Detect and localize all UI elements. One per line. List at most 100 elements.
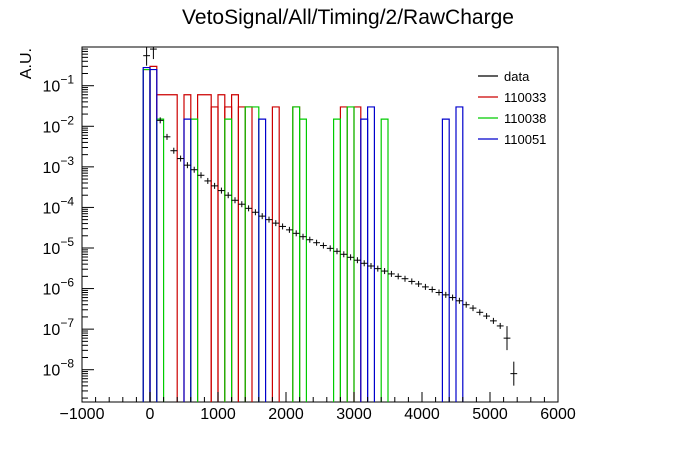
y-tick-exponent: −5	[60, 235, 74, 249]
series-data-point-20	[279, 223, 286, 230]
series-data-point-6	[184, 162, 191, 169]
series-data-point-3	[163, 133, 171, 140]
series-data-point-25	[313, 239, 320, 246]
series-110038-bin-0	[142, 68, 151, 402]
series-data-point-36	[388, 270, 395, 277]
x-axis: −1000 0 1000 2000 3000 4000 5000 6000	[60, 392, 576, 423]
series-data-point-37	[394, 273, 402, 280]
y-tick-exponent: −6	[60, 276, 74, 290]
series-data-point-23	[299, 233, 307, 240]
y-tick-mantissa: 10	[43, 282, 61, 299]
chart-title: VetoSignal/All/Timing/2/RawCharge	[182, 6, 514, 29]
series-data-point-51	[490, 317, 497, 324]
series-data-point-32	[360, 260, 368, 267]
series-data-point-14	[238, 201, 246, 208]
series-data-point-9	[204, 177, 212, 184]
plot-frame	[81, 46, 559, 403]
series-data-point-54	[510, 361, 518, 386]
x-tick-label-5: 4000	[404, 406, 440, 423]
series-data-point-27	[326, 245, 334, 252]
series-data-point-10	[211, 182, 218, 189]
series-data-point-16	[252, 209, 259, 216]
series-data-point-35	[381, 268, 388, 275]
series-data-point-48	[469, 305, 477, 312]
y-tick-label-2: 10−6	[43, 276, 75, 299]
x-tick-label-7: 6000	[540, 406, 576, 423]
series-110038-bin-6	[299, 118, 307, 402]
y-tick-label-4: 10−4	[43, 194, 75, 217]
y-tick-exponent: −4	[60, 194, 74, 208]
series-110033-bin-8	[231, 94, 239, 402]
x-tick-label-2: 1000	[200, 406, 236, 423]
series-data-point-0	[143, 47, 150, 66]
series-110038-bin-7	[333, 118, 341, 402]
series-data-point-49	[476, 309, 484, 316]
y-tick-mantissa: 10	[43, 160, 61, 177]
y-tick-mantissa: 10	[43, 322, 61, 339]
series-data-point-42	[428, 286, 436, 293]
series-data-point-53	[503, 326, 511, 351]
series-110033-bin-12	[292, 106, 301, 402]
plot-border	[81, 46, 559, 403]
series-data-point-29	[340, 251, 348, 258]
y-tick-label-3: 10−5	[43, 235, 75, 258]
series-data-point-28	[333, 248, 341, 255]
series-110051-bin-0	[142, 66, 151, 402]
legend-label-data: data	[504, 69, 530, 84]
series-110033-bin-3	[183, 94, 192, 402]
series-110038-bin-2	[190, 118, 199, 402]
series-data-point-12	[224, 192, 232, 199]
series-data-point-30	[347, 254, 354, 261]
series-data-point-33	[367, 262, 375, 269]
series-110051-bin-7	[455, 106, 464, 402]
series-110038-bin-3	[224, 118, 233, 402]
y-tick-mantissa: 10	[43, 241, 61, 258]
series-data-point-44	[442, 291, 450, 298]
x-tick-label-4: 3000	[336, 406, 372, 423]
series-110033-bin-10	[244, 106, 253, 402]
y-tick-exponent: −7	[60, 316, 74, 330]
y-tick-mantissa: 10	[43, 363, 61, 380]
x-tick-label-6: 5000	[472, 406, 508, 423]
series-data-point-5	[177, 155, 184, 162]
series-110033-bin-1	[149, 65, 158, 402]
y-axis-label: A.U.	[18, 48, 35, 79]
series-110038-bin-1	[156, 118, 165, 402]
series-data-point-34	[374, 265, 382, 272]
series-110051-bin-3	[258, 118, 267, 402]
series-data-point-43	[435, 289, 443, 296]
y-tick-mantissa: 10	[43, 200, 61, 217]
x-tick-label-0: −1000	[60, 406, 105, 423]
series-data-point-1	[150, 47, 157, 60]
series-data-point-46	[456, 297, 463, 304]
y-tick-label-0: 10−8	[43, 357, 75, 380]
series-data-point-26	[320, 242, 327, 249]
series-data-point-22	[292, 230, 300, 237]
legend: data 110033 110038 110051	[478, 69, 546, 147]
series-110051-bin-6	[441, 118, 450, 402]
series-data-point-15	[245, 205, 252, 212]
series-data-point-18	[265, 216, 273, 223]
series-110033-bin-5	[210, 106, 219, 402]
series-110033-bin-2	[156, 94, 178, 402]
x-tick-label-3: 2000	[268, 406, 304, 423]
y-tick-mantissa: 10	[43, 119, 61, 136]
legend-label-110051: 110051	[504, 132, 546, 147]
series-data-point-8	[197, 172, 205, 179]
series-data-point-21	[286, 226, 293, 233]
series-data-point-45	[449, 294, 456, 301]
y-tick-label-5: 10−3	[43, 154, 75, 177]
legend-label-110038: 110038	[504, 111, 546, 126]
series-data-point-7	[190, 166, 198, 173]
series-data-point-2	[156, 117, 164, 124]
y-axis: 10−810−710−610−510−410−310−210−1	[43, 46, 94, 399]
series-110033-bin-7	[224, 106, 233, 402]
y-tick-exponent: −1	[60, 73, 74, 87]
y-tick-label-6: 10−2	[43, 113, 75, 136]
series-data-point-47	[462, 301, 470, 308]
series-data-point-24	[306, 236, 314, 243]
legend-label-110033: 110033	[504, 90, 546, 105]
y-tick-exponent: −2	[60, 113, 74, 127]
x-tick-label-1: 0	[146, 406, 155, 423]
